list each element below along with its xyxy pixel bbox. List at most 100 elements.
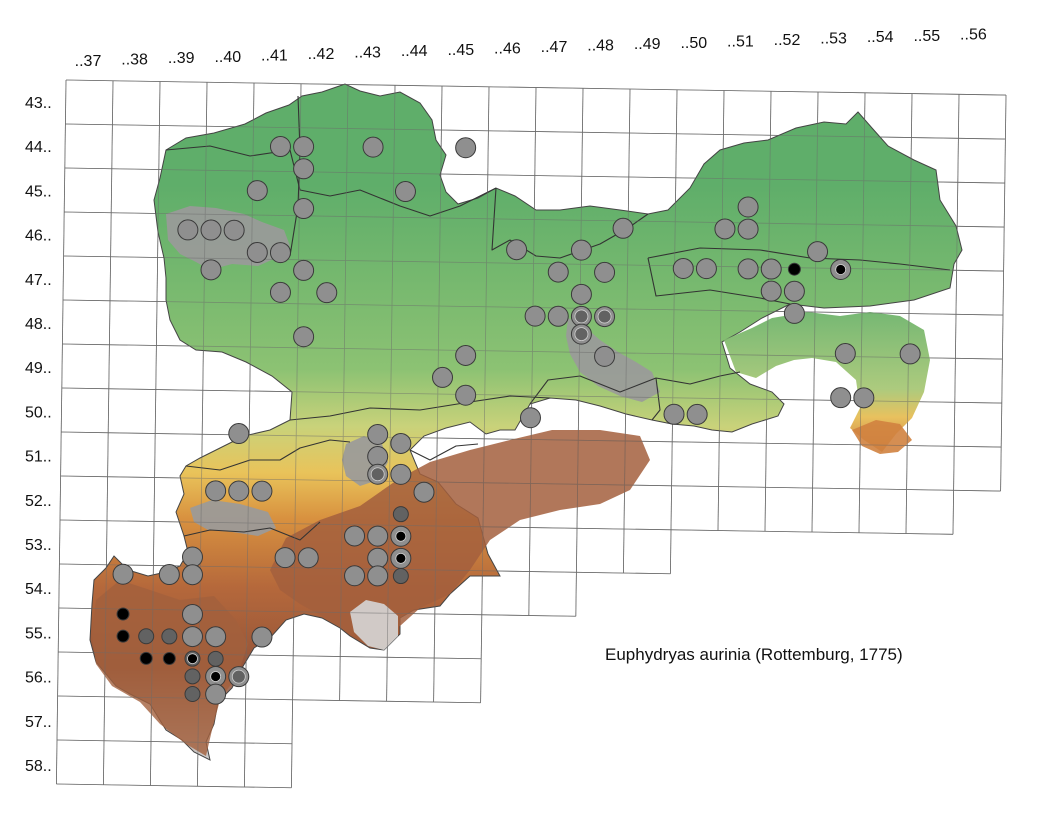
column-label: ..46 <box>494 40 521 57</box>
column-label: ..42 <box>308 46 335 63</box>
grid-column-line <box>858 92 866 533</box>
column-label: ..54 <box>867 29 894 46</box>
old-record-point <box>367 547 389 569</box>
column-label: ..44 <box>401 43 428 60</box>
column-label: ..55 <box>913 28 940 45</box>
column-label: ..48 <box>587 38 614 55</box>
row-label: 57.. <box>25 714 52 731</box>
old-record-point <box>274 547 296 569</box>
old-record-point <box>181 626 203 648</box>
grid-column-line <box>150 81 161 786</box>
old-record-point <box>783 280 805 302</box>
old-record-point <box>269 281 291 303</box>
grid-row-line <box>58 651 482 660</box>
old-record-point <box>269 136 291 158</box>
mid-record-inner-point <box>370 467 385 482</box>
district-boundary <box>289 395 551 421</box>
row-label: 43.. <box>25 95 52 112</box>
grid-row-line <box>56 783 292 789</box>
row-label: 55.. <box>25 625 52 642</box>
old-record-point <box>251 626 273 648</box>
grid-column-line <box>197 82 208 787</box>
old-record-point <box>737 218 759 240</box>
old-record-point <box>390 432 412 454</box>
upper-lusatia-upland <box>724 312 930 452</box>
row-label: 49.. <box>25 360 52 377</box>
row-label: 47.. <box>25 272 52 289</box>
old-record-point <box>181 603 203 625</box>
grid-row-line <box>59 519 954 535</box>
recent-record-point <box>162 652 176 666</box>
vogtland-highland <box>92 580 248 756</box>
district-boundary <box>183 521 321 541</box>
old-record-point <box>293 198 315 220</box>
column-label: ..40 <box>214 49 241 66</box>
grid-column-line <box>811 92 819 533</box>
old-record-point <box>112 563 134 585</box>
old-record-point <box>413 481 435 503</box>
old-record-point <box>830 387 852 409</box>
mid-record-point <box>392 506 409 523</box>
column-label: ..52 <box>774 32 801 49</box>
old-record-point <box>432 366 454 388</box>
grid-column-line <box>1000 95 1007 492</box>
grid-row-line <box>58 607 576 617</box>
old-record-point <box>316 282 338 304</box>
row-label: 48.. <box>25 316 52 333</box>
grid-column-line <box>670 89 678 574</box>
old-record-point <box>293 136 315 158</box>
recent-record-inner-point <box>395 552 407 564</box>
recent-record-point <box>139 651 153 665</box>
column-label: ..45 <box>447 42 474 59</box>
mid-record-inner-point <box>574 327 589 342</box>
row-label: 52.. <box>25 493 52 510</box>
district-boundary <box>409 443 479 461</box>
grid-column-line <box>528 87 537 616</box>
grid-row-line <box>56 739 293 745</box>
recent-record-inner-point <box>395 530 407 542</box>
old-record-point <box>200 219 222 241</box>
old-record-point <box>251 480 273 502</box>
recent-record-point <box>787 262 801 276</box>
column-label: ..49 <box>634 36 661 53</box>
old-record-point <box>455 137 477 159</box>
old-record-point <box>663 403 685 425</box>
district-boundary <box>529 371 741 405</box>
record-points <box>112 136 921 705</box>
mid-record-inner-point <box>231 669 246 684</box>
old-record-point <box>807 241 829 263</box>
species-title: Euphydryas aurinia (Rottemburg, 1775) <box>605 645 903 664</box>
grid-column-line <box>764 91 772 532</box>
old-record-point <box>200 259 222 281</box>
old-record-point <box>293 326 315 348</box>
recent-record-point <box>116 607 130 621</box>
row-label: 54.. <box>25 581 52 598</box>
old-record-point <box>834 343 856 364</box>
old-record-point <box>524 305 546 327</box>
old-record-point <box>899 343 921 365</box>
old-record-point <box>246 180 268 202</box>
row-labels: 43.. 44.. 45.. 46.. 47.. 48.. 49.. 50.. 51.. 52..… <box>25 95 52 775</box>
grid-row-line <box>59 563 671 575</box>
old-record-point <box>570 239 592 261</box>
old-record-point <box>293 158 315 180</box>
old-record-point <box>181 564 203 586</box>
old-record-point <box>547 305 569 327</box>
column-label: ..39 <box>168 50 195 67</box>
row-label: 44.. <box>25 139 52 156</box>
mid-record-inner-point <box>574 309 589 324</box>
old-record-point <box>228 423 250 445</box>
old-record-point <box>344 565 366 587</box>
old-record-point <box>223 219 245 241</box>
grid-column-line <box>717 90 725 531</box>
old-record-point <box>390 463 412 485</box>
old-record-point <box>367 525 389 547</box>
old-record-point <box>612 217 634 239</box>
old-record-point <box>737 196 759 218</box>
old-record-point <box>269 242 291 264</box>
old-record-point <box>158 564 180 586</box>
grid-row-line <box>57 695 481 704</box>
old-record-point <box>205 626 227 648</box>
grid-column-line <box>56 79 67 785</box>
